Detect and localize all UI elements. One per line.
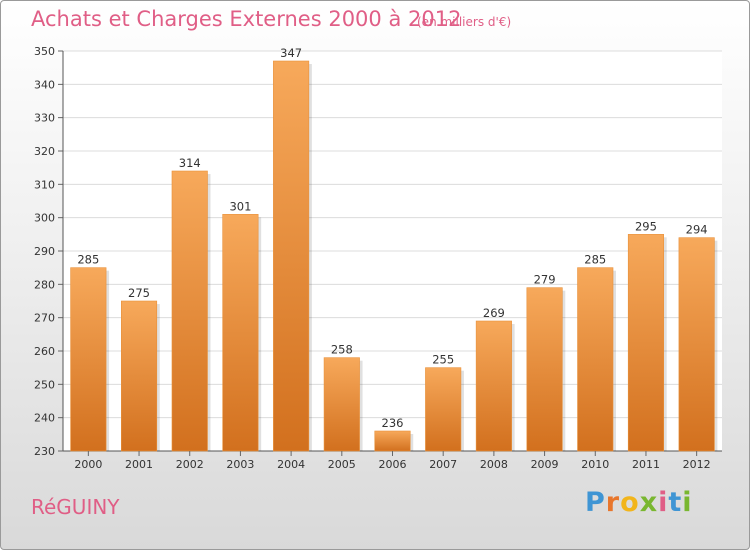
data-label: 236 xyxy=(382,416,404,430)
y-tick-label: 290 xyxy=(34,245,55,258)
y-tick-label: 340 xyxy=(34,78,55,91)
x-tick-label: 2003 xyxy=(226,458,254,471)
x-tick-label: 2004 xyxy=(277,458,305,471)
bar xyxy=(374,430,411,452)
y-tick-label: 260 xyxy=(34,345,55,358)
bar xyxy=(120,300,158,452)
y-tick-label: 280 xyxy=(34,278,55,291)
y-tick-label: 250 xyxy=(34,378,55,391)
data-label: 301 xyxy=(229,199,251,213)
x-tick-label: 2005 xyxy=(328,458,356,471)
x-tick-label: 2012 xyxy=(683,458,711,471)
y-tick-label: 240 xyxy=(34,412,55,425)
logo-letter: i xyxy=(682,487,693,518)
x-tick-label: 2009 xyxy=(531,458,559,471)
y-tick-label: 320 xyxy=(34,145,55,158)
y-tick-label: 350 xyxy=(34,45,55,58)
bar xyxy=(526,287,563,452)
x-tick-label: 2011 xyxy=(632,458,660,471)
bar xyxy=(627,234,665,452)
data-label: 269 xyxy=(483,306,505,320)
bar xyxy=(678,237,715,452)
chart-subtitle: (en milliers d'€) xyxy=(417,15,512,29)
x-tick-label: 2007 xyxy=(429,458,457,471)
data-label: 275 xyxy=(128,286,150,300)
y-tick-label: 300 xyxy=(34,212,55,225)
x-tick-label: 2008 xyxy=(480,458,508,471)
bar xyxy=(222,214,259,452)
data-label: 255 xyxy=(432,353,454,367)
y-tick-label: 270 xyxy=(34,312,55,325)
x-tick-label: 2001 xyxy=(125,458,153,471)
logo-letter: x xyxy=(639,487,659,518)
logo-letter: o xyxy=(620,487,640,518)
y-tick-label: 230 xyxy=(34,445,55,458)
bar xyxy=(171,170,208,452)
data-label: 285 xyxy=(584,253,606,267)
bar xyxy=(475,320,512,452)
data-label: 295 xyxy=(635,219,657,233)
bar xyxy=(323,357,360,452)
data-label: 258 xyxy=(331,343,353,357)
data-label: 314 xyxy=(179,156,201,170)
bar xyxy=(577,267,614,452)
data-label: 347 xyxy=(280,46,302,60)
logo-letter: r xyxy=(605,487,621,518)
x-tick-label: 2006 xyxy=(379,458,407,471)
bar xyxy=(70,267,107,452)
logo-letter: t xyxy=(668,487,683,518)
x-tick-label: 2010 xyxy=(581,458,609,471)
logo-letter: i xyxy=(658,487,669,518)
chart-title: Achats et Charges Externes 2000 à 2012 xyxy=(31,7,462,31)
y-tick-label: 330 xyxy=(34,112,55,125)
logo-letter: P xyxy=(585,487,606,518)
x-tick-label: 2002 xyxy=(176,458,204,471)
bar xyxy=(273,60,310,452)
data-label: 294 xyxy=(686,223,708,237)
city-name: RéGUINY xyxy=(31,495,120,519)
data-label: 285 xyxy=(77,253,99,267)
y-tick-label: 310 xyxy=(34,178,55,191)
proxiti-logo: Proxiti xyxy=(585,487,693,518)
data-label: 279 xyxy=(534,273,556,287)
x-tick-label: 2000 xyxy=(74,458,102,471)
bar xyxy=(425,367,462,452)
